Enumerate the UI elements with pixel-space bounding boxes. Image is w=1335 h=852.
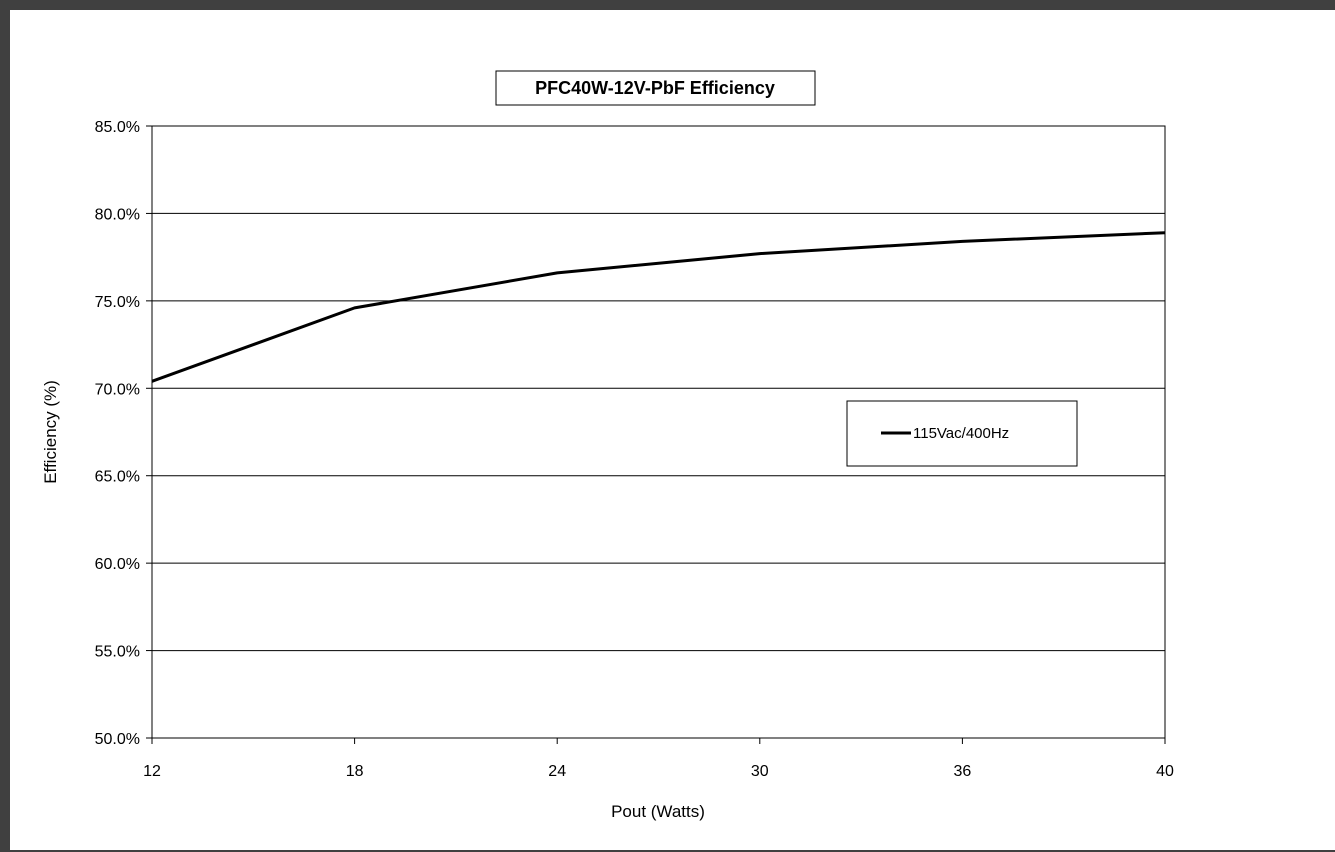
y-tick-label: 55.0% (95, 644, 140, 661)
y-tick-label: 85.0% (95, 119, 140, 136)
y-axis-label: Efficiency (%) (41, 380, 60, 484)
x-axis-label: Pout (Watts) (611, 802, 705, 821)
x-tick-label: 12 (143, 763, 161, 780)
grid-lines (152, 212, 1165, 652)
y-tick-label: 50.0% (95, 731, 140, 748)
legend-box (846, 400, 1078, 467)
title-box (495, 70, 816, 106)
x-tick-label: 36 (954, 763, 972, 780)
x-tick-label: 24 (548, 763, 566, 780)
y-axis-ticks: 50.0% 55.0% 60.0% 65.0% 70.0% 75.0% 80.0% 85.0% (95, 119, 152, 748)
y-tick-label: 70.0% (95, 381, 140, 398)
x-tick-label: 30 (751, 763, 769, 780)
y-tick-label: 60.0% (95, 556, 140, 573)
series-line-115vac (151, 231, 1166, 383)
chart-title: PFC40W-12V-PbF Efficiency (535, 78, 775, 98)
y-tick-label: 80.0% (95, 206, 140, 223)
legend-label-115vac: 115Vac/400Hz (913, 425, 1009, 442)
y-tick-label: 75.0% (95, 294, 140, 311)
series-layer (151, 231, 1166, 383)
x-tick-label: 40 (1156, 763, 1174, 780)
x-axis-ticks: 12 18 24 30 36 40 (143, 738, 1174, 780)
x-tick-label: 18 (346, 763, 364, 780)
y-tick-label: 65.0% (95, 469, 140, 486)
